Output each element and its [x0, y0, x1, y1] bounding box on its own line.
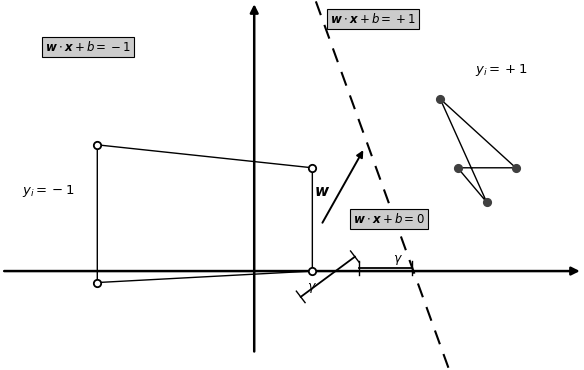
- Text: $\boldsymbol{w} \cdot \boldsymbol{x} + b = 0$: $\boldsymbol{w} \cdot \boldsymbol{x} + b…: [353, 212, 425, 226]
- Text: $\boldsymbol{w}$: $\boldsymbol{w}$: [314, 185, 331, 199]
- Point: [511, 165, 520, 171]
- Text: $\gamma$: $\gamma$: [307, 281, 317, 295]
- Text: $\gamma$: $\gamma$: [393, 253, 403, 267]
- Text: $y_i = -1$: $y_i = -1$: [22, 183, 75, 199]
- Point: [308, 268, 317, 274]
- Point: [482, 199, 491, 205]
- Point: [453, 165, 463, 171]
- Point: [93, 142, 102, 148]
- Text: $\boldsymbol{w} \cdot \boldsymbol{x} + b = +1$: $\boldsymbol{w} \cdot \boldsymbol{x} + b…: [330, 11, 416, 26]
- Text: $y_i = +1$: $y_i = +1$: [475, 62, 528, 78]
- Point: [436, 96, 445, 102]
- Text: $\boldsymbol{w} \cdot \boldsymbol{x} + b = -1$: $\boldsymbol{w} \cdot \boldsymbol{x} + b…: [45, 40, 131, 54]
- Point: [308, 165, 317, 171]
- Point: [93, 280, 102, 286]
